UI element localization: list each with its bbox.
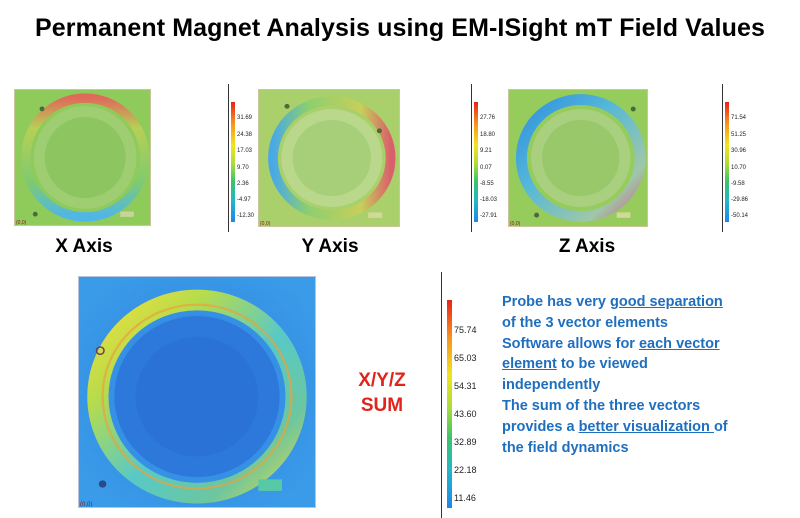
z-scale-tick: -29.86 [731,197,749,203]
z-scale-tick: 51.25 [731,132,747,138]
z-scale-tick: -50.14 [731,213,749,219]
sum-map-origin: (0,0) [80,502,93,508]
x-scale-tick: 31.69 [237,115,253,121]
y-scale-tick: 18.80 [480,132,496,138]
x-scale-tick: 24.38 [237,132,253,138]
sum-label-line2: SUM [360,395,404,416]
z-scale-tick: -9.58 [731,181,745,187]
y-map-origin: (0,0) [260,221,271,227]
sum-color-scale: 75.74 65.03 54.31 43.60 32.89 22.18 11.4… [441,272,485,518]
z-scale-tick: 10.70 [731,165,747,171]
x-scale-tick: 2.36 [237,181,249,187]
sum-scale-tick: 43.60 [454,409,477,419]
z-axis-color-scale: 71.54 51.25 30.96 10.70 -9.58 -29.86 -50… [722,84,752,232]
note-line: The sum of the three vectors [502,397,701,414]
x-map-origin: (0,0) [16,220,27,226]
page-title: Permanent Magnet Analysis using EM-ISigh… [35,14,765,42]
y-scale-tick: 27.76 [480,115,496,121]
sum-scale-tick: 54.31 [454,381,477,391]
y-scale-tick: 9.21 [480,148,492,154]
sum-scale-tick: 11.46 [454,493,476,503]
x-axis-label: X Axis [55,236,113,257]
note-line: provides a better visualization of [502,418,728,435]
sum-label-line1: X/Y/Z [358,370,406,391]
y-scale-tick: -27.91 [480,213,498,219]
note-line: Software allows for each vector [502,335,720,352]
y-scale-tick: -8.55 [480,181,494,187]
y-scale-tick: -18.03 [480,197,498,203]
note-line: of the 3 vector elements [502,314,668,331]
z-axis-label: Z Axis [558,236,616,257]
y-axis-label: Y Axis [301,236,359,257]
sum-scale-tick: 75.74 [454,325,477,335]
z-scale-tick: 30.96 [731,148,747,154]
sum-field-map: (0,0) [78,276,316,508]
note-line: Probe has very good separation [502,294,723,310]
sum-scale-tick: 65.03 [454,353,477,363]
note-line: element to be viewed [502,356,648,373]
y-axis-color-scale: 27.76 18.80 9.21 0.07 -8.55 -18.03 -27.9… [471,84,501,232]
note-line: the field dynamics [502,439,629,456]
z-axis-field-map: (0,0) [508,89,648,227]
note-line: independently [502,377,601,394]
y-axis-field-map: (0,0) [258,89,400,227]
notes-text: Probe has very good separation of the 3 … [502,292,792,458]
x-scale-tick: -4.97 [237,197,251,203]
x-axis-color-scale: 31.69 24.38 17.03 9.70 2.36 -4.97 -12.30 [228,84,258,232]
x-scale-tick: 9.70 [237,165,249,171]
x-scale-tick: -12.30 [237,213,255,219]
sum-scale-tick: 32.89 [454,437,477,447]
z-map-origin: (0,0) [510,221,521,227]
sum-scale-tick: 22.18 [454,465,477,475]
y-scale-tick: 0.07 [480,165,492,171]
x-axis-field-map: (0,0) [14,89,151,226]
x-scale-tick: 17.03 [237,148,253,154]
sum-label: X/Y/Z SUM [336,368,428,418]
z-scale-tick: 71.54 [731,115,747,121]
